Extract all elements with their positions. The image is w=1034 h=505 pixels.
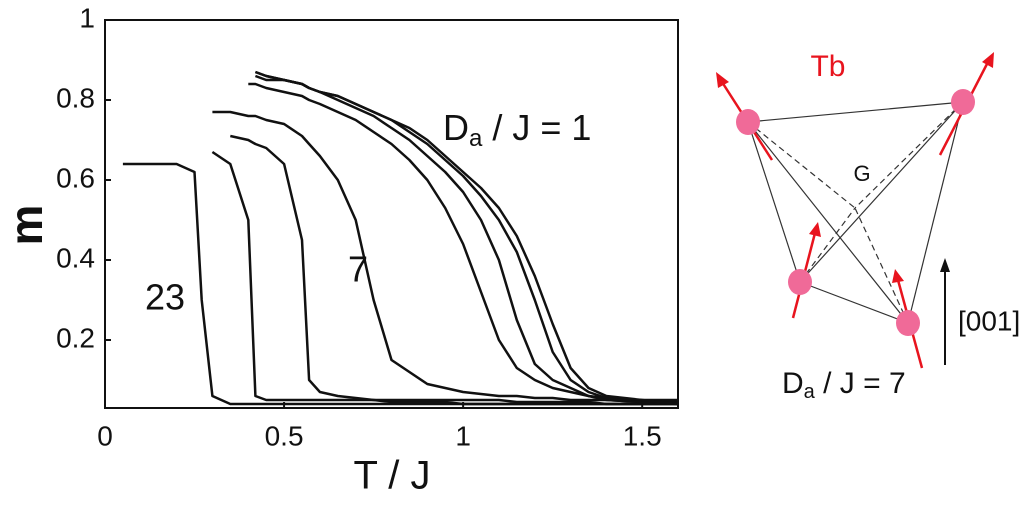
atom-label: Tb [810, 50, 845, 83]
curve [254, 74, 679, 406]
x-tick-label: 1.5 [623, 420, 662, 451]
curve [212, 110, 678, 404]
caption: Da / J = 7 [782, 367, 906, 403]
y-axis-label: m [0, 205, 52, 246]
annotation-suffix: / J = 1 [482, 107, 591, 148]
y-tick-label: 0.6 [56, 162, 95, 193]
plot-frame [104, 19, 679, 409]
y-tick-label: 0.8 [56, 82, 95, 113]
caption-suffix: / J = 7 [815, 367, 906, 400]
tetrahedron-diagram: Tb G [001] Da / J = 7 [716, 50, 1020, 403]
axis-label: [001] [958, 305, 1020, 336]
x-tick-label: 0 [97, 420, 113, 451]
x-axis-label: T / J [353, 454, 430, 498]
center-label: G [853, 161, 870, 186]
caption-base: D [782, 367, 804, 400]
curve [230, 134, 678, 406]
annotation: Da / J = 1 [443, 107, 591, 153]
x-tick-label: 1 [455, 420, 471, 451]
y-tick-label: 0.2 [56, 322, 95, 353]
caption-subscript: a [804, 381, 816, 403]
curve [248, 82, 678, 402]
annotation: 23 [145, 277, 185, 318]
y-tick-label: 1 [79, 2, 95, 33]
y-tick-label: 0.4 [56, 242, 95, 273]
annotation-base: D [443, 107, 469, 148]
curve [122, 162, 678, 406]
edges [747, 101, 964, 324]
atoms [736, 89, 975, 336]
center-lines [747, 101, 964, 324]
annotation: 7 [348, 249, 368, 290]
x-tick-label: 0.5 [265, 420, 304, 451]
annotation-subscript: a [469, 125, 483, 152]
axis-arrow-head [940, 258, 950, 272]
curve [211, 150, 678, 406]
